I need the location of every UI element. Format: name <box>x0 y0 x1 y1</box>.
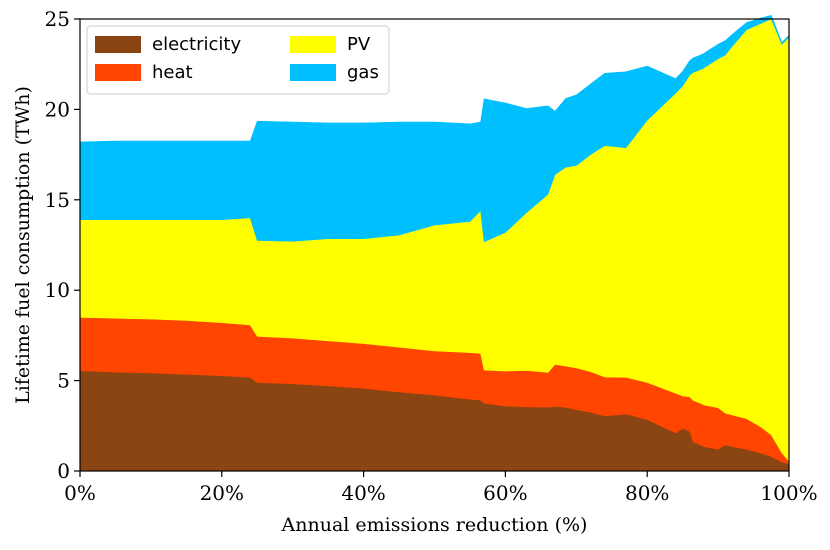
legend-label-electricity: electricity <box>152 34 241 55</box>
x-axis: 0% 20% 40% 60% 80% 100% <box>64 471 818 505</box>
plot-frame <box>79 18 790 472</box>
y-axis: 0 5 10 15 20 25 <box>45 7 80 483</box>
x-tick-label: 60% <box>483 481 527 505</box>
legend-swatch-heat <box>95 64 141 81</box>
x-tick-label: 20% <box>200 481 244 505</box>
x-tick-label: 80% <box>625 481 669 505</box>
y-tick-label: 5 <box>57 369 70 393</box>
x-axis-label: Annual emissions reduction (%) <box>281 514 588 536</box>
y-tick-label: 20 <box>45 97 70 121</box>
legend-swatch-gas <box>290 64 336 81</box>
legend-label-heat: heat <box>152 62 193 83</box>
y-tick-label: 25 <box>45 7 70 31</box>
y-tick-label: 15 <box>45 188 70 212</box>
y-tick-label: 10 <box>45 278 70 302</box>
legend-label-pv: PV <box>347 34 371 55</box>
y-tick-label: 0 <box>57 459 70 483</box>
legend-swatch-pv <box>290 36 336 53</box>
y-axis-label: Lifetime fuel consumption (TWh) <box>12 86 34 404</box>
legend: electricity heat PV gas <box>86 25 390 95</box>
legend-label-gas: gas <box>347 62 379 83</box>
x-tick-label: 100% <box>760 481 817 505</box>
legend-swatch-electricity <box>95 36 141 53</box>
x-tick-label: 40% <box>341 481 385 505</box>
x-tick-label: 0% <box>64 481 96 505</box>
